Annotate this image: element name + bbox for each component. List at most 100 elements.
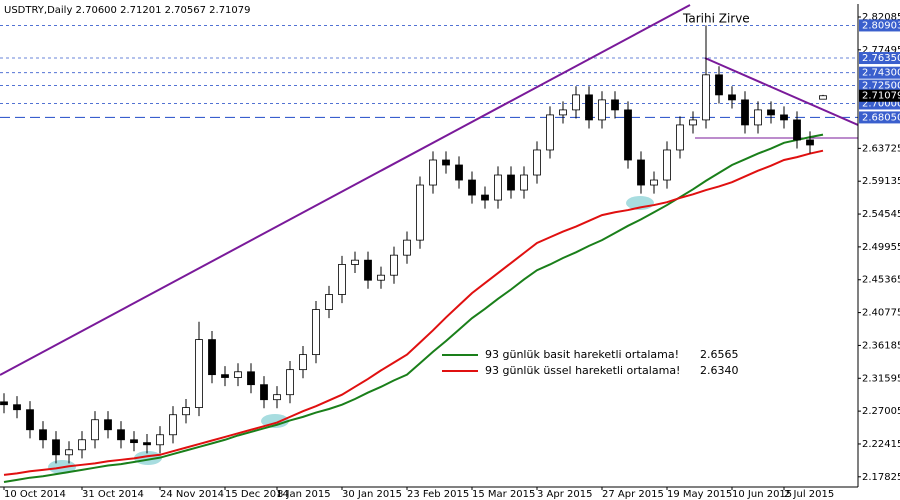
candle-body: [546, 114, 554, 151]
legend-label: 93 günlük üssel hareketli ortalama!: [485, 364, 680, 377]
candle-body: [819, 95, 827, 100]
axes: 2.82085 2.77495 2.63725 2.59135 2.54545 2.499…: [3, 12, 900, 500]
candle-body: [650, 179, 658, 186]
plot: [0, 25, 827, 483]
level-box: [859, 66, 900, 79]
candle-body: [52, 439, 60, 456]
candle-body: [325, 294, 333, 310]
candle-body: [299, 354, 307, 371]
candle-body: [286, 369, 294, 396]
candle-body: [702, 74, 710, 121]
y-tick-label: 2.22415: [862, 439, 900, 450]
level-label: 2.70000: [862, 98, 900, 109]
current-price-label: 2.71079: [862, 91, 900, 102]
candle-body: [507, 174, 515, 191]
candle-body: [780, 114, 788, 121]
level-box: [859, 19, 900, 32]
y-tick-label: 2.82085: [862, 12, 900, 23]
legend-value: 2.6565: [700, 348, 739, 361]
candle-body: [663, 149, 671, 181]
candle-body: [234, 371, 242, 378]
candle-body: [65, 449, 73, 456]
candle-body: [338, 264, 346, 295]
candle-body: [481, 194, 489, 201]
y-tick-label: 2.63725: [862, 143, 900, 154]
candle-body: [689, 119, 697, 126]
candle-body: [715, 74, 723, 96]
x-tick-label: 10 Oct 2014: [4, 489, 66, 500]
y-tick-label: 2.59135: [862, 176, 900, 187]
candle-body: [598, 99, 606, 121]
y-tick-label: 2.27005: [862, 406, 900, 417]
y-tick-label: 2.36185: [862, 340, 900, 351]
legend-label: 93 günlük basit hareketli ortalama!: [485, 348, 679, 361]
drawings: [0, 4, 858, 474]
legend: 93 günlük basit hareketli ortalama! 2.656…: [442, 348, 739, 377]
legend-value: 2.6340: [700, 364, 739, 377]
candle-body: [390, 254, 398, 276]
candle-body: [169, 414, 177, 436]
x-tick-label: 10 Jun 2015: [732, 489, 792, 500]
candle-body: [728, 94, 736, 101]
candle-body: [39, 429, 47, 441]
moving-average: [3, 149, 824, 476]
candle-body: [13, 404, 21, 411]
y-tick-label: 2.54545: [862, 209, 900, 220]
level-label: 2.76350: [862, 53, 900, 64]
candle-body: [468, 179, 476, 196]
level-box: [859, 79, 900, 92]
x-tick-label: 27 Apr 2015: [602, 489, 664, 500]
candle-body: [351, 259, 359, 265]
x-tick-label: 24 Nov 2014: [160, 489, 224, 500]
candle-body: [403, 239, 411, 256]
level-box: [859, 52, 900, 65]
level-label: 2.68050: [862, 112, 900, 123]
candle-body: [104, 419, 112, 431]
candle-body: [182, 407, 190, 416]
candle-body: [494, 174, 502, 201]
candle-body: [208, 339, 216, 376]
x-tick-label: 19 May 2015: [667, 489, 732, 500]
level-label: 2.74300: [862, 68, 900, 79]
candle-body: [676, 124, 684, 151]
candle-body: [793, 119, 801, 141]
candle-body: [26, 409, 34, 431]
candle-body: [364, 259, 372, 281]
candle-body: [195, 339, 203, 408]
x-tick-label: 15 Mar 2015: [472, 489, 535, 500]
y-tick-label: 2.45365: [862, 275, 900, 286]
candle-body: [117, 429, 125, 441]
moving-average: [3, 133, 824, 483]
candle-body: [78, 439, 86, 451]
y-tick-label: 2.17825: [862, 472, 900, 483]
y-tick-label: 2.77495: [862, 45, 900, 56]
trend-line: [0, 4, 691, 376]
candle-body: [767, 109, 775, 116]
candle-body: [585, 94, 593, 121]
candle-body: [273, 394, 281, 401]
candle-body: [533, 149, 541, 176]
candle-body: [429, 159, 437, 186]
y-tick-label: 2.31595: [862, 373, 900, 384]
candle-body: [754, 109, 762, 126]
candle-body: [377, 274, 385, 281]
candle-body: [559, 109, 567, 116]
candle-body: [260, 384, 268, 401]
candle-body: [442, 159, 450, 166]
x-tick-label: 30 Jan 2015: [342, 489, 402, 500]
x-tick-label: 31 Oct 2014: [82, 489, 144, 500]
levels: [0, 25, 858, 119]
candle-body: [130, 439, 138, 444]
candle-body: [221, 374, 229, 378]
y-tick-label: 2.40775: [862, 308, 900, 319]
x-tick-label: 23 Feb 2015: [407, 489, 469, 500]
candle-body: [247, 371, 255, 386]
candle-body: [312, 309, 320, 356]
trend-line: [704, 57, 858, 126]
candle-body: [156, 434, 164, 446]
candle-body: [611, 99, 619, 111]
current-price-box: [859, 89, 900, 102]
level-label: 2.72500: [862, 81, 900, 92]
candle-body: [637, 159, 645, 186]
